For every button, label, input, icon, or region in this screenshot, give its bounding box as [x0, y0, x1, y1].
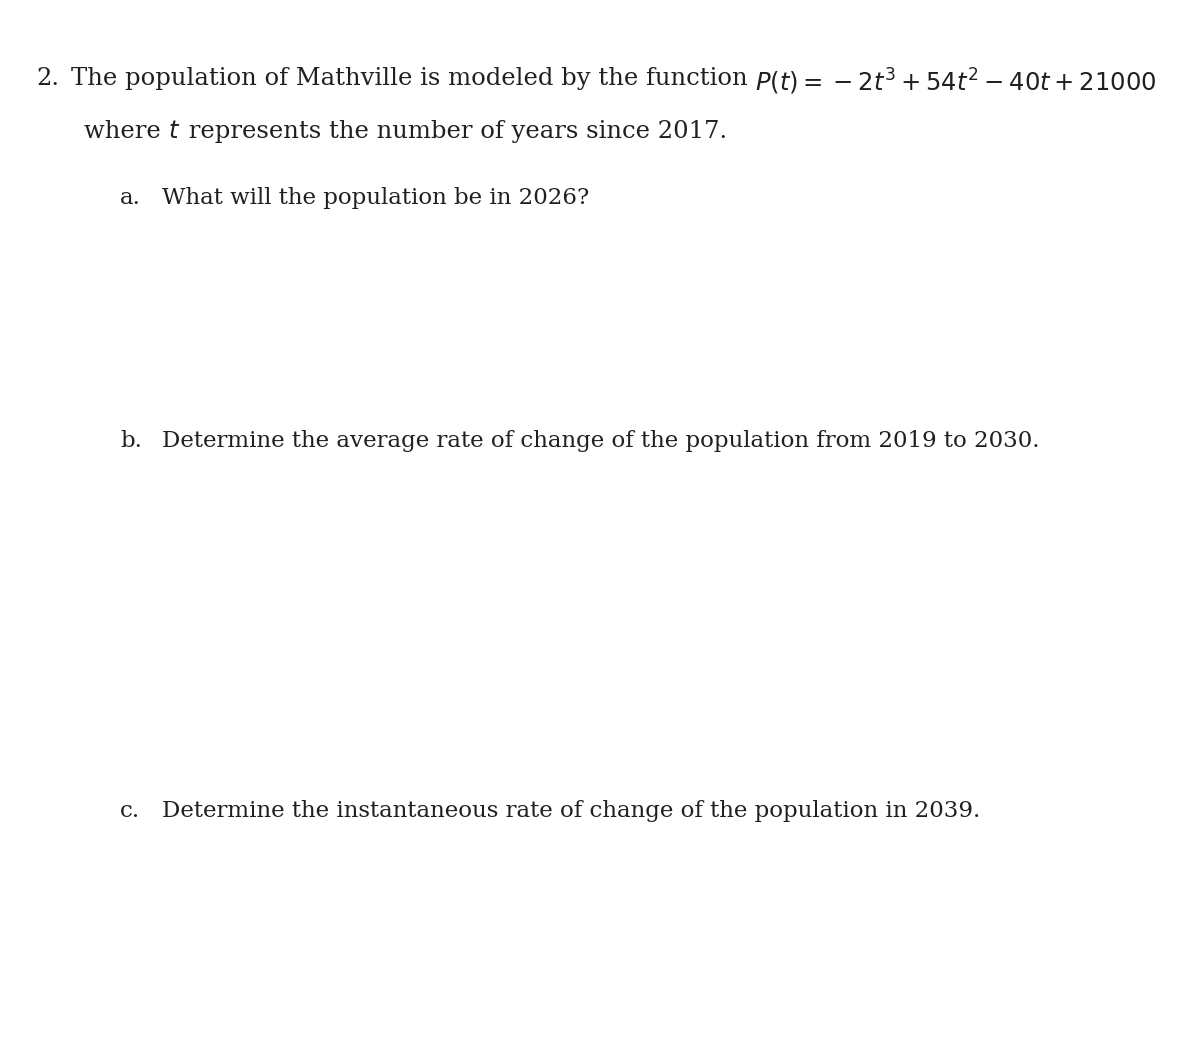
- Text: $P(t) = -2t^3 + 54t^2 - 40t + 21000$: $P(t) = -2t^3 + 54t^2 - 40t + 21000$: [755, 67, 1157, 97]
- Text: $t$: $t$: [168, 120, 181, 143]
- Text: represents the number of years since 2017.: represents the number of years since 201…: [181, 120, 727, 143]
- Text: The population of Mathville is modeled by the function: The population of Mathville is modeled b…: [71, 67, 755, 90]
- Text: c.: c.: [120, 800, 140, 822]
- Text: What will the population be in 2026?: What will the population be in 2026?: [162, 187, 589, 209]
- Text: Determine the average rate of change of the population from 2019 to 2030.: Determine the average rate of change of …: [162, 430, 1039, 452]
- Text: 2.: 2.: [36, 67, 59, 90]
- Text: b.: b.: [120, 430, 142, 452]
- Text: where: where: [84, 120, 168, 143]
- Text: a.: a.: [120, 187, 140, 209]
- Text: Determine the instantaneous rate of change of the population in 2039.: Determine the instantaneous rate of chan…: [162, 800, 980, 822]
